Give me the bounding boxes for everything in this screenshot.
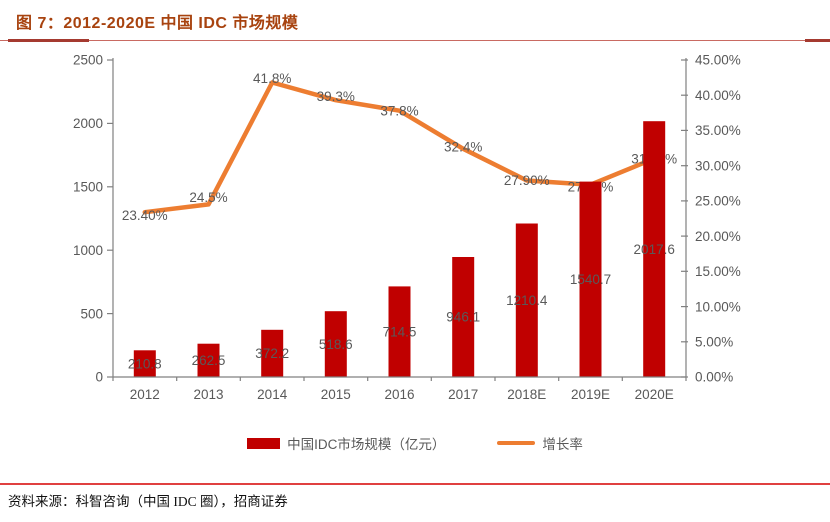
market-size-label: 372.2	[255, 346, 289, 361]
legend-line-label: 增长率	[542, 437, 583, 452]
right-axis-tick-label: 30.00%	[695, 158, 741, 173]
market-size-bar	[515, 223, 538, 377]
x-axis-category-label: 2018E	[507, 387, 546, 402]
market-size-label: 1540.7	[570, 272, 611, 287]
market-size-label: 714.5	[383, 324, 417, 339]
right-axis-tick-label: 25.00%	[695, 194, 741, 209]
left-axis-tick-label: 1000	[73, 243, 103, 258]
x-axis-category-label: 2014	[257, 387, 288, 402]
x-axis-category-label: 2017	[448, 387, 478, 402]
x-axis-category-label: 2013	[193, 387, 223, 402]
left-axis-tick-label: 0	[95, 370, 103, 385]
market-size-bar	[452, 257, 475, 377]
market-size-label: 518.6	[319, 337, 353, 352]
market-size-bar	[579, 181, 602, 377]
left-axis-tick-label: 2500	[73, 53, 103, 68]
market-size-label: 210.8	[128, 356, 162, 371]
source-text: 资料来源：科智咨询（中国 IDC 圈），招商证券	[8, 494, 288, 509]
market-size-bar	[197, 343, 220, 377]
growth-rate-label: 23.40%	[122, 208, 168, 223]
growth-rate-label: 41.8%	[253, 71, 291, 86]
growth-rate-label: 27.90%	[504, 173, 550, 188]
figure-title: 图 7：2012-2020E 中国 IDC 市场规模	[16, 15, 299, 32]
growth-rate-label: 37.8%	[380, 103, 418, 118]
source-divider-rule	[0, 483, 830, 485]
title-rule-right-accent	[805, 39, 830, 42]
growth-rate-label: 39.3%	[317, 89, 355, 104]
x-axis-category-label: 2012	[130, 387, 160, 402]
right-axis-tick-label: 40.00%	[695, 88, 741, 103]
left-axis-tick-label: 500	[80, 306, 103, 321]
x-axis-category-label: 2015	[321, 387, 351, 402]
right-axis-tick-label: 45.00%	[695, 53, 741, 68]
market-size-bar	[261, 329, 284, 377]
market-size-bar	[133, 350, 156, 377]
right-axis-tick-label: 35.00%	[695, 123, 741, 138]
chart-legend: 中国IDC市场规模（亿元） 增长率	[0, 433, 830, 453]
title-rule	[0, 40, 830, 41]
legend-line-swatch	[497, 440, 536, 446]
right-axis-tick-label: 0.00%	[695, 370, 733, 385]
market-size-bar	[324, 311, 347, 377]
right-axis-tick-label: 20.00%	[695, 229, 741, 244]
market-size-label: 262.5	[192, 353, 226, 368]
legend-item-market-size: 中国IDC市场规模（亿元）	[247, 433, 445, 453]
x-axis-category-label: 2016	[384, 387, 414, 402]
left-axis-tick-label: 2000	[73, 116, 103, 131]
market-size-bar	[643, 121, 666, 377]
right-axis-tick-label: 15.00%	[695, 264, 741, 279]
legend-bar-label: 中国IDC市场规模（亿元）	[287, 437, 446, 452]
market-size-label: 1210.4	[506, 293, 548, 308]
market-size-label: 946.1	[446, 310, 480, 325]
x-axis-category-label: 2019E	[571, 387, 610, 402]
legend-item-growth-rate: 增长率	[497, 433, 583, 453]
growth-rate-label: 32.4%	[444, 140, 482, 155]
x-axis-category-label: 2020E	[635, 387, 674, 402]
growth-rate-label: 24.5%	[189, 190, 227, 205]
market-size-bar	[388, 286, 411, 377]
legend-bar-swatch	[247, 437, 281, 449]
left-axis-tick-label: 1500	[73, 180, 103, 195]
title-rule-left-accent	[8, 39, 89, 42]
right-axis-tick-label: 10.00%	[695, 299, 741, 314]
right-axis-tick-label: 5.00%	[695, 335, 733, 350]
growth-rate-line	[142, 80, 657, 215]
market-size-label: 2017.6	[634, 242, 675, 257]
